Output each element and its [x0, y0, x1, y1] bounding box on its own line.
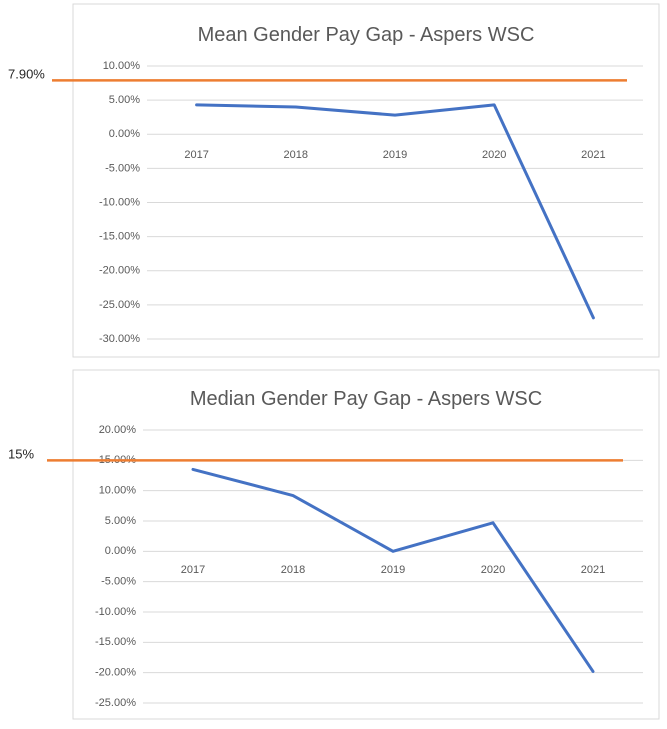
x-tick-label: 2017 — [181, 564, 205, 576]
y-tick-label: 0.00% — [109, 128, 140, 140]
y-tick-label: -20.00% — [99, 265, 140, 277]
y-tick-label: 5.00% — [105, 515, 136, 527]
series-line — [195, 103, 595, 320]
y-tick-label: 0.00% — [105, 545, 136, 557]
y-tick-label: 10.00% — [99, 485, 137, 497]
mean-pay-gap-chart: Mean Gender Pay Gap - Aspers WSC 10.00% 5… — [72, 3, 660, 358]
gridlines — [147, 65, 643, 340]
reference-line-label: 15% — [8, 446, 34, 461]
x-axis-ticks: 2017 2018 2019 2020 2021 — [184, 149, 605, 161]
y-tick-label: 10.00% — [103, 60, 141, 72]
y-tick-label: -15.00% — [95, 636, 136, 648]
x-tick-label: 2019 — [381, 564, 405, 576]
x-tick-label: 2021 — [581, 564, 605, 576]
x-axis-ticks: 2017 2018 2019 2020 2021 — [181, 564, 605, 576]
x-tick-label: 2021 — [581, 149, 605, 161]
y-tick-label: -30.00% — [99, 333, 140, 345]
chart-frame — [72, 3, 660, 358]
y-tick-label: -20.00% — [95, 667, 136, 679]
y-tick-label: -25.00% — [95, 697, 136, 709]
plot-area — [191, 467, 595, 673]
y-tick-label: 20.00% — [99, 424, 137, 436]
y-tick-label: 5.00% — [109, 94, 140, 106]
x-tick-label: 2018 — [281, 564, 305, 576]
y-tick-label: -25.00% — [99, 299, 140, 311]
y-tick-label: -10.00% — [95, 606, 136, 618]
x-tick-label: 2020 — [482, 149, 506, 161]
y-tick-label: -5.00% — [105, 162, 140, 174]
plot-area — [195, 103, 595, 320]
y-tick-label: -10.00% — [99, 196, 140, 208]
x-tick-label: 2019 — [383, 149, 407, 161]
y-tick-label: -5.00% — [101, 576, 136, 588]
chart-title: Median Gender Pay Gap - Aspers WSC — [190, 388, 542, 410]
chart-frame — [72, 369, 660, 720]
chart-title: Mean Gender Pay Gap - Aspers WSC — [198, 24, 535, 46]
x-tick-label: 2020 — [481, 564, 505, 576]
y-tick-label: -15.00% — [99, 231, 140, 243]
reference-line-label: 7.90% — [8, 66, 45, 81]
y-axis-ticks: 20.00%15.00%10.00%5.00%0.00%-5.00%-10.00… — [95, 424, 136, 709]
median-pay-gap-chart: Median Gender Pay Gap - Aspers WSC 20.00… — [72, 369, 660, 720]
mean-reference: 7.90% — [8, 66, 627, 82]
series-line — [191, 467, 595, 673]
y-axis-ticks: 10.00% 5.00% 0.00% -5.00% -10.00% -15.00% -20.… — [99, 60, 140, 345]
x-tick-label: 2017 — [184, 149, 208, 161]
median-reference: 15% — [8, 446, 623, 462]
x-tick-label: 2018 — [284, 149, 308, 161]
